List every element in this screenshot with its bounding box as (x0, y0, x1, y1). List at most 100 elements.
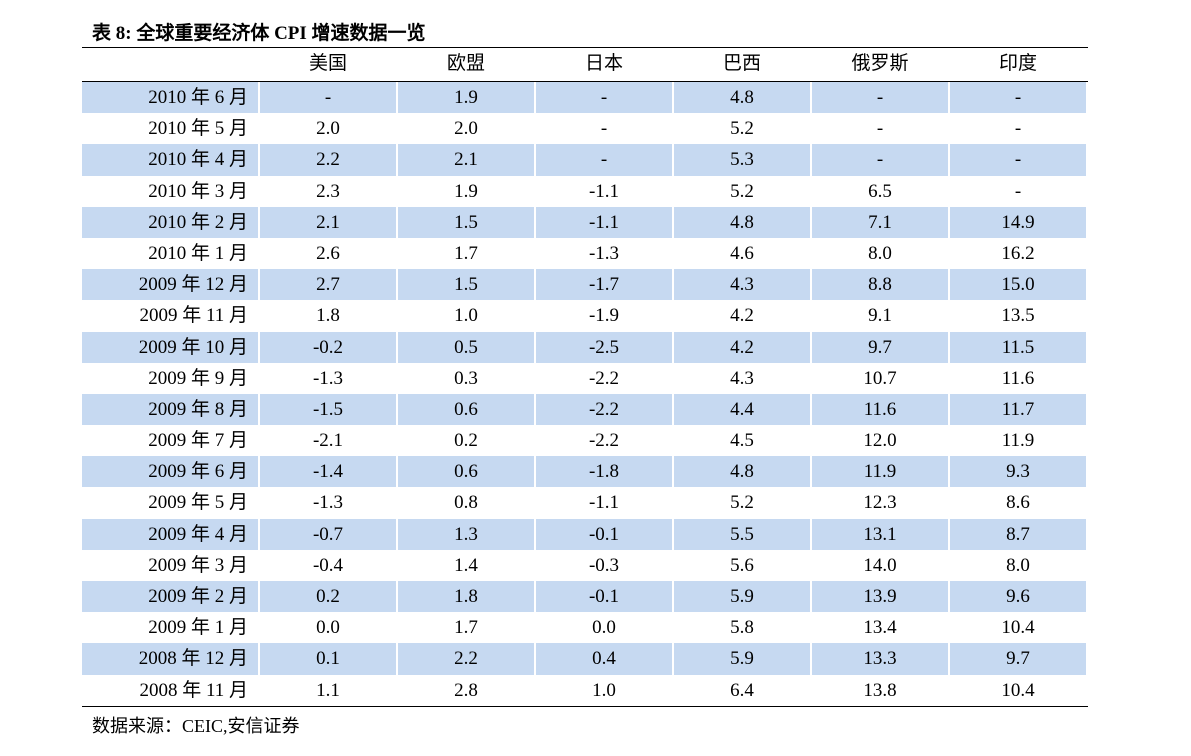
table-cell: 2.0 (398, 113, 536, 145)
table-cell: 1.4 (398, 549, 536, 581)
table-cell: 0.2 (398, 425, 536, 457)
table-cell: -2.5 (536, 331, 674, 363)
table-cell: -1.3 (536, 237, 674, 270)
table-cell: 8.6 (950, 487, 1088, 519)
table-cell: 4.6 (674, 237, 812, 270)
table-row: 2009 年 5 月 -1.3 0.8 -1.1 5.2 12.3 8.6 (82, 487, 1088, 519)
table-cell: 0.5 (398, 331, 536, 363)
table-cell: 1.7 (398, 612, 536, 644)
table-cell: 5.2 (674, 175, 812, 207)
table-cell: 1.1 (260, 674, 398, 706)
table-cell: -2.2 (536, 393, 674, 426)
table-cell: 13.5 (950, 300, 1088, 332)
header-cell (82, 48, 260, 81)
table-row: 2009 年 12 月 2.7 1.5 -1.7 4.3 8.8 15.0 (82, 269, 1088, 301)
table-row: 2010 年 3 月 2.3 1.9 -1.1 5.2 6.5- (82, 175, 1088, 207)
table-cell: 2.1 (260, 206, 398, 238)
table-cell: - (260, 82, 398, 114)
table-cell: 5.5 (674, 518, 812, 550)
row-label: 2009 年 12 月 (82, 269, 260, 301)
table-cell: 10.7 (812, 362, 950, 394)
table-cell: 12.3 (812, 487, 950, 519)
table-row: 2009 年 4 月 -0.7 1.3 -0.1 5.5 13.1 8.7 (82, 518, 1088, 550)
row-label: 2009 年 5 月 (82, 487, 260, 519)
header-cell: 俄罗斯 (812, 48, 950, 81)
header-cell: 印度 (950, 48, 1088, 81)
table-cell: 1.8 (260, 300, 398, 332)
table-cell: -1.9 (536, 300, 674, 332)
table-cell: -1.8 (536, 456, 674, 488)
table-cell: 9.3 (950, 456, 1088, 488)
table-cell: -0.7 (260, 518, 398, 550)
table-cell: 2.6 (260, 237, 398, 270)
table-cell: 1.9 (398, 175, 536, 207)
row-label: 2009 年 7 月 (82, 425, 260, 457)
row-label: 2010 年 6 月 (82, 82, 260, 114)
table-cell: 0.8 (398, 487, 536, 519)
row-label: 2009 年 3 月 (82, 549, 260, 581)
table-cell: 2.2 (398, 643, 536, 675)
table-row: 2009 年 3 月 -0.4 1.4 -0.3 5.6 14.0 8.0 (82, 549, 1088, 581)
table-cell: -0.1 (536, 581, 674, 613)
table-cell: 0.1 (260, 643, 398, 675)
table-cell: -1.3 (260, 487, 398, 519)
table-cell: 11.5 (950, 331, 1088, 363)
table-cell: 8.0 (812, 237, 950, 270)
table-cell: 5.9 (674, 581, 812, 613)
table-row: 2010 年 4 月 2.2 2.1-5.3- - (82, 144, 1088, 176)
table-cell: -2.1 (260, 425, 398, 457)
table-cell: 13.9 (812, 581, 950, 613)
table-cell: 5.2 (674, 487, 812, 519)
table-cell: 1.5 (398, 269, 536, 301)
table-cell: 5.8 (674, 612, 812, 644)
table-cell: -2.2 (536, 362, 674, 394)
table-row: 2009 年 1 月 0.0 1.7 0.0 5.8 13.4 10.4 (82, 612, 1088, 644)
table-cell: -1.3 (260, 362, 398, 394)
table-cell: 16.2 (950, 237, 1088, 270)
table-cell: 2.2 (260, 144, 398, 176)
table-cell: -1.1 (536, 206, 674, 238)
table-row: 2008 年 12 月 0.1 2.2 0.4 5.9 13.3 9.7 (82, 643, 1088, 675)
row-label: 2009 年 10 月 (82, 331, 260, 363)
table-cell: -0.4 (260, 549, 398, 581)
row-label: 2010 年 1 月 (82, 237, 260, 270)
table-cell: 13.3 (812, 643, 950, 675)
table-cell: 2.3 (260, 175, 398, 207)
row-label: 2010 年 3 月 (82, 175, 260, 207)
table-cell: 9.7 (812, 331, 950, 363)
source-note: 数据来源：CEIC,安信证券 (92, 716, 300, 736)
table-cell: - (812, 113, 950, 145)
table-cell: - (536, 144, 674, 176)
table-cell: 5.9 (674, 643, 812, 675)
row-label: 2009 年 11 月 (82, 300, 260, 332)
table-cell: 4.8 (674, 82, 812, 114)
table-cell: 1.0 (398, 300, 536, 332)
table-cell: 4.2 (674, 331, 812, 363)
table-cell: - (950, 113, 1088, 145)
table-cell: -1.5 (260, 393, 398, 426)
header-cell: 巴西 (674, 48, 812, 81)
header-row: 美国 欧盟 日本 巴西 俄罗斯 印度 (82, 48, 1088, 82)
table-cell: 2.0 (260, 113, 398, 145)
row-label: 2010 年 5 月 (82, 113, 260, 145)
table-cell: -1.7 (536, 269, 674, 301)
table-cell: 11.6 (950, 362, 1088, 394)
header-cell: 欧盟 (398, 48, 536, 81)
row-label: 2010 年 4 月 (82, 144, 260, 176)
table-cell: 4.3 (674, 269, 812, 301)
table-cell: 14.0 (812, 549, 950, 581)
table-cell: - (950, 82, 1088, 114)
table-cell: 0.6 (398, 456, 536, 488)
table-row: 2009 年 6 月 -1.4 0.6 -1.8 4.8 11.9 9.3 (82, 456, 1088, 488)
table-cell: -1.1 (536, 175, 674, 207)
table-cell: 0.6 (398, 393, 536, 426)
table-cell: 13.1 (812, 518, 950, 550)
table-cell: 11.9 (950, 425, 1088, 457)
table-cell: 10.4 (950, 674, 1088, 706)
row-label: 2009 年 9 月 (82, 362, 260, 394)
table-cell: 10.4 (950, 612, 1088, 644)
table-cell: 2.8 (398, 674, 536, 706)
table-row: 2009 年 7 月 -2.1 0.2 -2.2 4.5 12.0 11.9 (82, 425, 1088, 457)
table-cell: 13.8 (812, 674, 950, 706)
table-cell: 6.5 (812, 175, 950, 207)
